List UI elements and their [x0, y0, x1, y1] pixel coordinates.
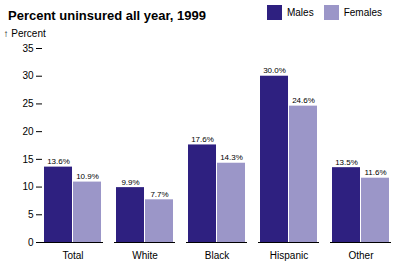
svg-text:20: 20 [22, 126, 34, 137]
svg-text:5: 5 [28, 209, 34, 220]
svg-text:13.6%: 13.6% [47, 157, 70, 166]
svg-text:0: 0 [28, 237, 34, 248]
svg-text:35: 35 [22, 43, 34, 54]
svg-text:30: 30 [22, 70, 34, 81]
svg-text:Black: Black [205, 250, 230, 261]
svg-text:Other: Other [348, 250, 374, 261]
svg-text:↑ Percent: ↑ Percent [4, 28, 46, 39]
html-text:Percent uninsured all year, 19: Percent uninsured all year, 1999 [8, 7, 206, 23]
svg-text:25: 25 [22, 98, 34, 109]
svg-text:7.7%: 7.7% [150, 190, 168, 199]
svg-text:Hispanic: Hispanic [270, 250, 308, 261]
svg-text:13.5%: 13.5% [335, 158, 358, 167]
svg-text:17.6%: 17.6% [191, 135, 214, 144]
svg-text:9.9%: 9.9% [121, 178, 139, 187]
svg-text:15: 15 [22, 154, 34, 165]
svg-text:10.9%: 10.9% [76, 172, 99, 181]
html-text:Males: Males [287, 7, 314, 18]
svg-text:White: White [132, 250, 158, 261]
svg-text:10: 10 [22, 181, 34, 192]
html-text:Females: Females [343, 7, 382, 18]
svg-text:24.6%: 24.6% [292, 96, 315, 105]
svg-text:11.6%: 11.6% [364, 168, 386, 177]
svg-text:Total: Total [62, 250, 83, 261]
svg-text:30.0%: 30.0% [263, 66, 286, 75]
svg-text:14.3%: 14.3% [220, 153, 243, 162]
